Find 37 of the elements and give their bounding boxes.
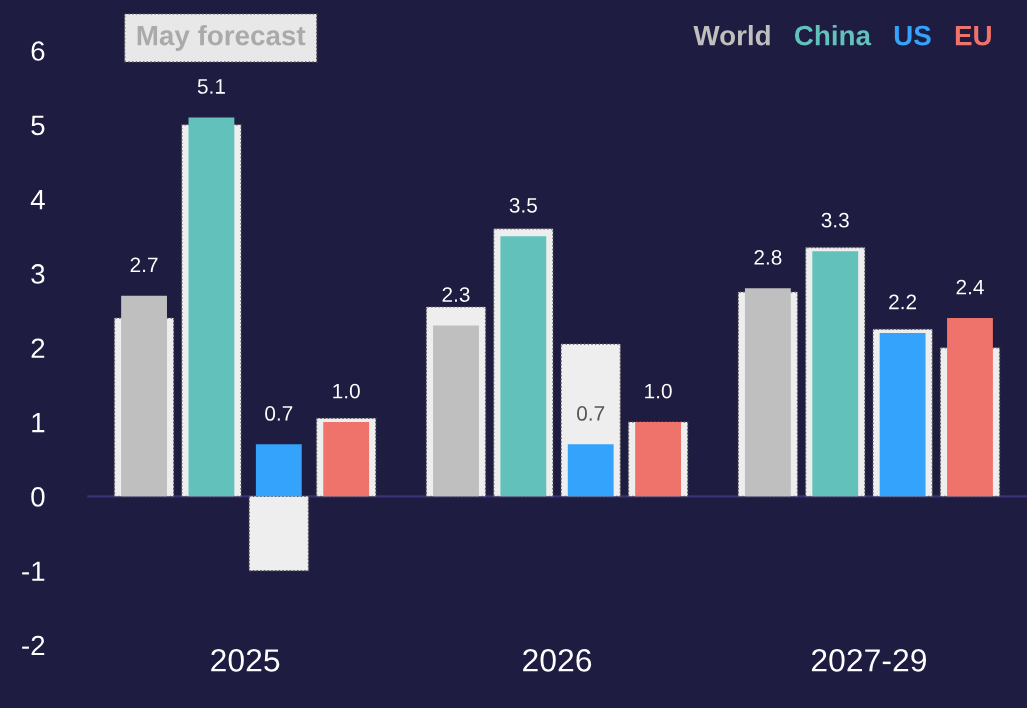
text: US [894, 25, 931, 46]
data-label: 5.1 [197, 79, 225, 94]
bar [947, 318, 993, 497]
y-tick-label: 3 [31, 264, 45, 284]
y-tick-label: -1 [22, 561, 45, 581]
data-label: 2.4 [956, 279, 984, 295]
data-label: 2.2 [889, 294, 917, 310]
x-tick-label: 2025 [211, 649, 280, 672]
bar [188, 117, 235, 497]
y-tick-label: 6 [31, 41, 45, 61]
y-tick-label: -2 [22, 635, 45, 656]
text: EU [955, 26, 991, 46]
data-label: 3.3 [821, 212, 849, 228]
text: May forecast [137, 25, 306, 51]
text: World [693, 25, 770, 46]
y-tick-label: 1 [32, 413, 45, 433]
bar [248, 495, 310, 572]
data-label: 3.5 [509, 197, 537, 213]
data-label: 2.8 [754, 250, 782, 265]
bar [433, 325, 479, 497]
bar [121, 295, 167, 497]
data-label: 0.7 [577, 406, 605, 421]
text: China [794, 25, 872, 46]
y-tick-label: 2 [31, 338, 45, 358]
data-label: 0.7 [265, 406, 293, 421]
bar [744, 288, 791, 497]
data-label: 2.3 [442, 287, 470, 302]
bar [567, 444, 614, 497]
y-tick-label: 4 [30, 190, 45, 210]
x-tick-label: 2027-29 [811, 649, 927, 672]
bar [255, 444, 302, 497]
x-tick-label: 2026 [523, 649, 592, 672]
data-label: 1.0 [333, 383, 360, 399]
y-tick-label: 5 [31, 115, 45, 136]
y-tick-label: 0 [31, 487, 45, 507]
data-label: 1.0 [645, 383, 672, 399]
data-label: 2.7 [130, 257, 158, 272]
